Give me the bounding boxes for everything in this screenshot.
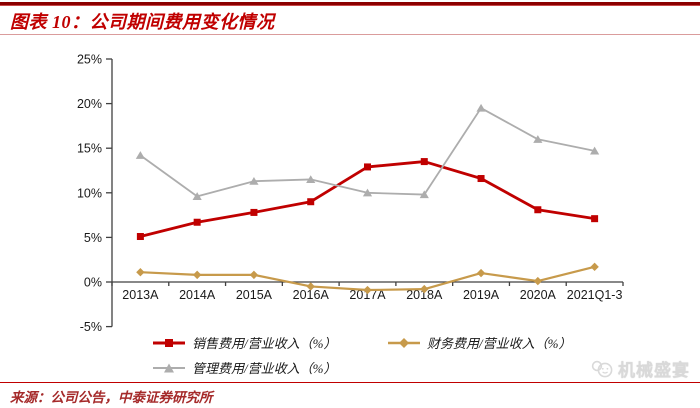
svg-text:0%: 0%: [84, 276, 102, 290]
figure-title: 图表 10：公司期间费用变化情况: [10, 12, 275, 32]
svg-text:2013A: 2013A: [122, 288, 159, 302]
svg-text:5%: 5%: [84, 231, 102, 245]
svg-text:15%: 15%: [77, 142, 102, 156]
finance-series-marker-icon: [388, 337, 420, 348]
svg-text:2015A: 2015A: [236, 288, 273, 302]
bottom-rule: [0, 382, 700, 383]
wechat-bubbles-icon: [591, 360, 613, 377]
watermark: 机械盛宴: [590, 356, 690, 381]
svg-text:25%: 25%: [77, 53, 102, 67]
sales-series-marker-icon: [153, 338, 185, 347]
svg-text:10%: 10%: [77, 186, 102, 200]
top-rule-bright: [0, 5, 700, 6]
svg-text:2019A: 2019A: [463, 288, 500, 302]
legend-item-admin: 管理费用/营业收入（%）: [152, 358, 336, 377]
top-rule-dark: [0, 2, 700, 5]
legend-label-finance: 财务费用/营业收入（%）: [427, 336, 572, 351]
admin-series-marker-icon: [153, 363, 185, 372]
legend-label-admin: 管理费用/营业收入（%）: [192, 361, 337, 376]
svg-text:2020A: 2020A: [520, 288, 557, 302]
svg-text:2021Q1-3: 2021Q1-3: [567, 288, 623, 302]
svg-text:2016A: 2016A: [293, 288, 330, 302]
title-underline: [0, 34, 700, 35]
svg-text:20%: 20%: [77, 97, 102, 111]
watermark-text: 机械盛宴: [618, 361, 690, 380]
svg-text:2014A: 2014A: [179, 288, 216, 302]
source-note: 来源：公司公告，中泰证券研究所: [10, 390, 213, 405]
legend-item-finance: 财务费用/营业收入（%）: [387, 333, 571, 352]
legend-label-sales: 销售费用/营业收入（%）: [192, 336, 337, 351]
legend-item-sales: 销售费用/营业收入（%）: [152, 333, 336, 352]
svg-text:2018A: 2018A: [406, 288, 443, 302]
expense-trend-chart: 25% 20% 15% 10% 5% 0% -5% 2013A 2014A 2015A 2016A 2…: [77, 53, 624, 334]
svg-text:-5%: -5%: [80, 320, 102, 334]
svg-text:2017A: 2017A: [349, 288, 386, 302]
